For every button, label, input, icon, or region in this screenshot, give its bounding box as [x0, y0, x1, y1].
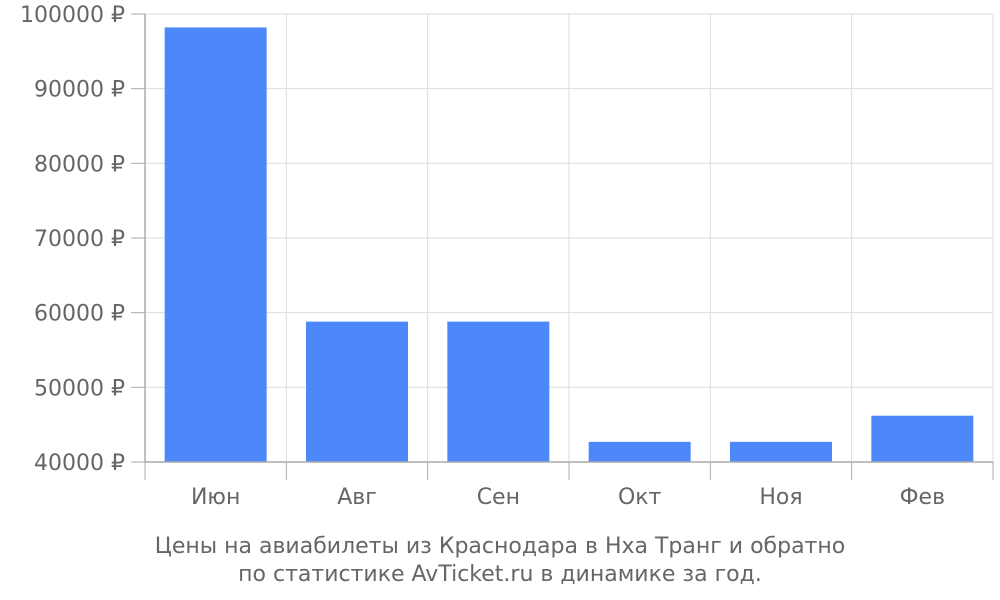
y-tick-label: 90000 ₽	[34, 78, 125, 103]
axes	[131, 13, 994, 480]
price-bar-chart: 40000 ₽ 50000 ₽ 60000 ₽ 70000 ₽ 80000 ₽ 90000…	[20, 3, 994, 510]
bar-3	[447, 321, 550, 462]
bars	[164, 27, 974, 462]
bar-6	[871, 415, 974, 462]
y-tick-labels: 40000 ₽ 50000 ₽ 60000 ₽ 70000 ₽ 80000 ₽ 90000…	[20, 3, 125, 476]
x-tick-label: Сен	[477, 485, 520, 510]
y-tick-label: 60000 ₽	[34, 302, 125, 327]
bar-1	[164, 27, 267, 462]
chart-caption: Цены на авиабилеты из Краснодара в Нха Т…	[0, 533, 1000, 589]
x-tick-label: Авг	[337, 485, 377, 510]
y-tick-label: 100000 ₽	[20, 3, 125, 28]
x-tick-label: Фев	[900, 485, 945, 510]
caption-line-1: Цены на авиабилеты из Краснодара в Нха Т…	[154, 534, 846, 559]
caption-line-2: по статистике AvTicket.ru в динамике за …	[238, 562, 762, 587]
grid-lines	[145, 13, 994, 463]
x-tick-label: Ноя	[759, 485, 802, 510]
x-tick-label: Окт	[618, 485, 662, 510]
y-tick-label: 70000 ₽	[34, 227, 125, 252]
y-tick-label: 40000 ₽	[34, 451, 125, 476]
bar-2	[306, 321, 408, 462]
y-tick-label: 80000 ₽	[34, 152, 125, 177]
bar-5	[730, 441, 832, 462]
x-tick-label: Июн	[191, 485, 240, 510]
bar-4	[588, 441, 691, 462]
x-tick-labels: Июн Авг Сен Окт Ноя Фев	[191, 485, 945, 510]
y-tick-label: 50000 ₽	[34, 376, 125, 401]
